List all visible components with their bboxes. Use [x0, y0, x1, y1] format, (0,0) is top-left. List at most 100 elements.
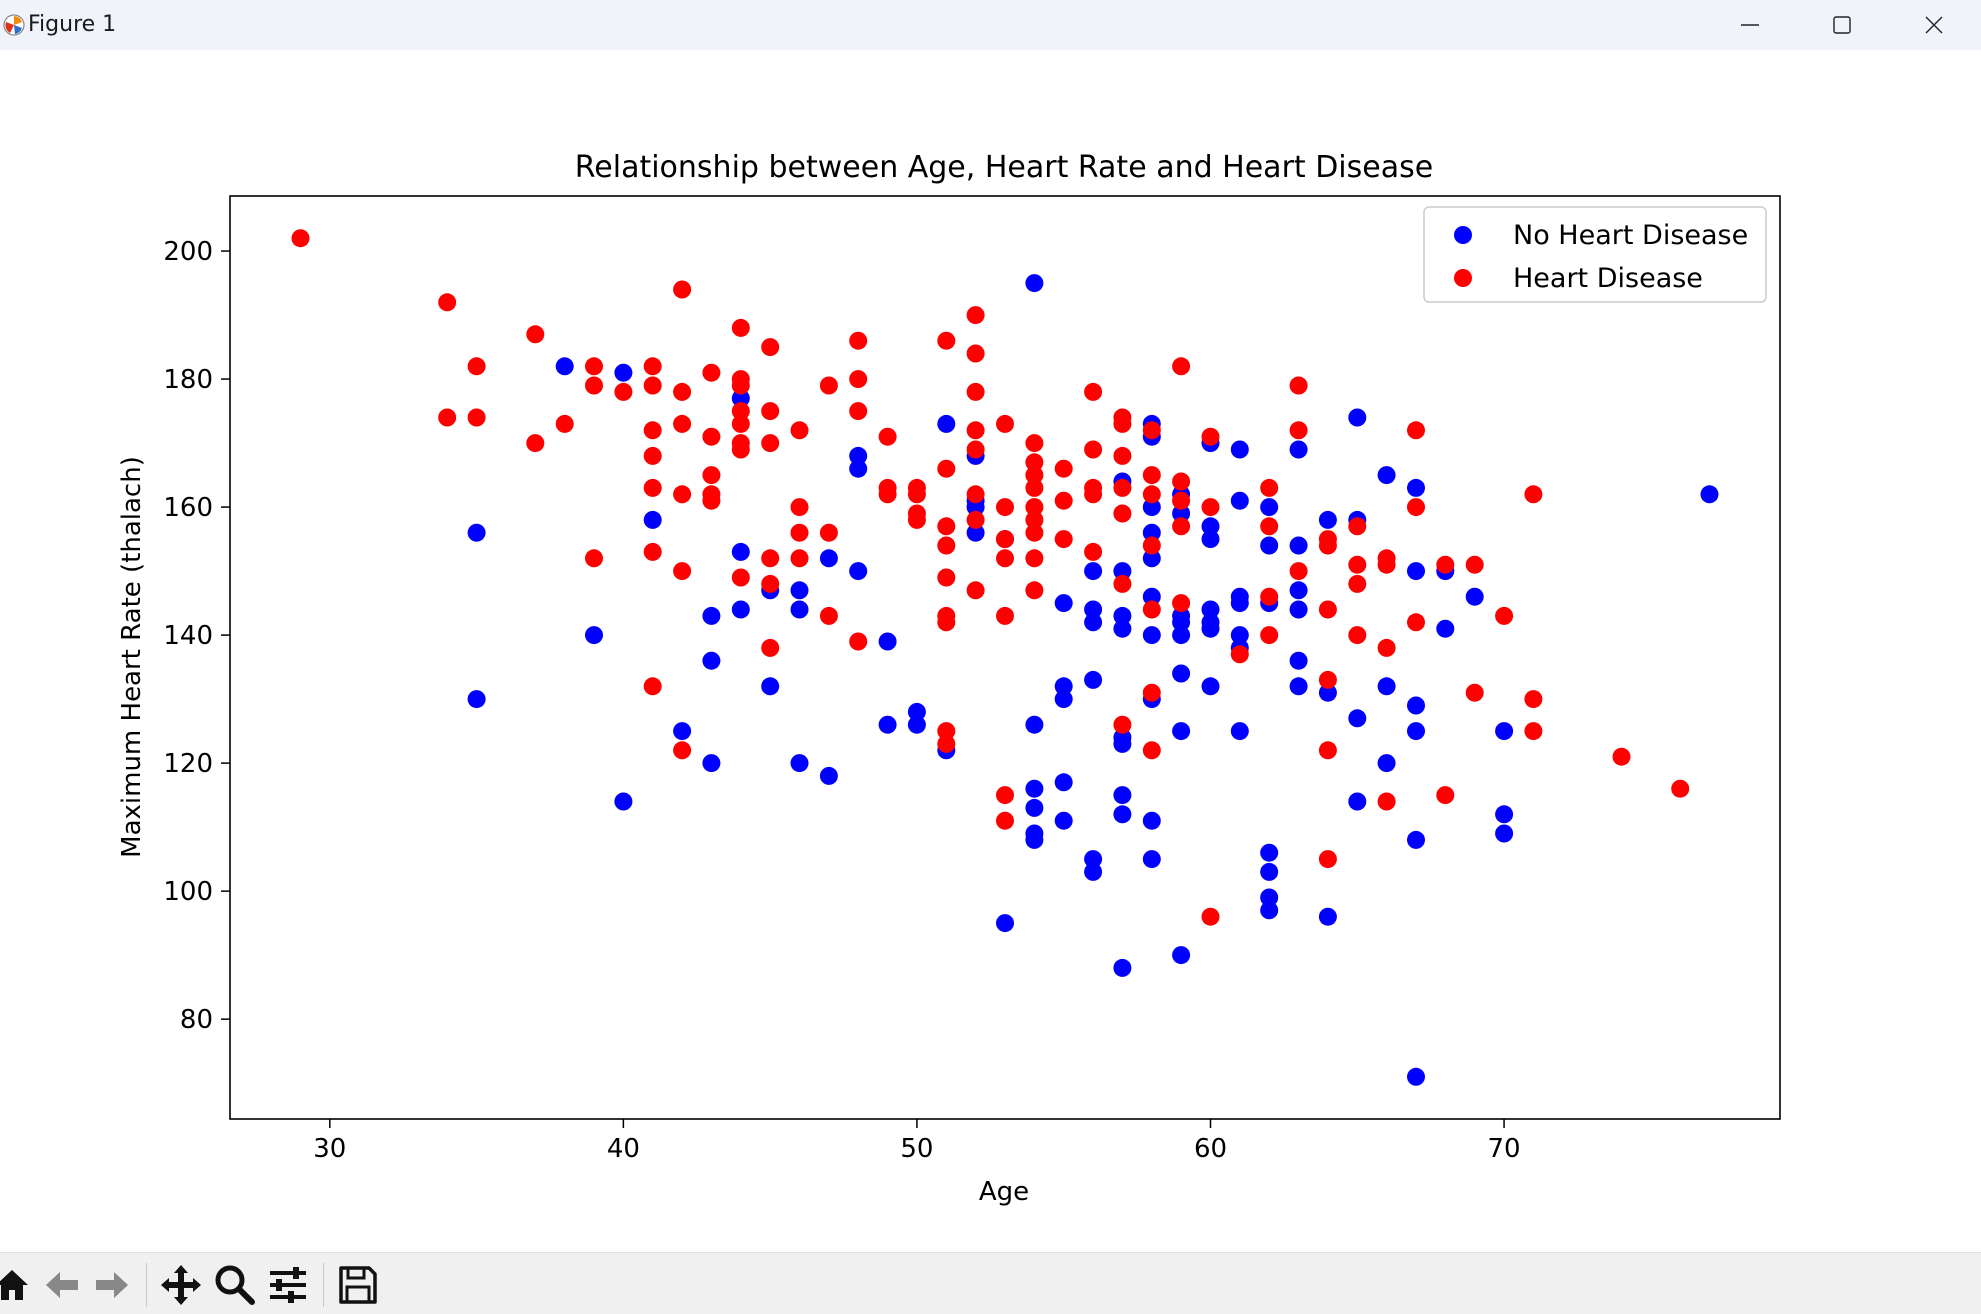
point-heart-disease [1318, 670, 1337, 689]
point-heart-disease [996, 811, 1014, 830]
figure-canvas: Relationship between Age, Heart Rate and… [0, 50, 1981, 1252]
point-no-heart-disease [731, 542, 750, 561]
legend-box [1423, 206, 1767, 303]
point-no-heart-disease [1054, 811, 1073, 830]
point-no-heart-disease [1025, 830, 1044, 849]
point-heart-disease [702, 466, 721, 485]
point-heart-disease [966, 382, 985, 401]
point-no-heart-disease [1201, 530, 1220, 549]
window-title: Figure 1 [28, 12, 117, 37]
point-no-heart-disease [1172, 626, 1191, 645]
point-heart-disease [761, 338, 780, 357]
point-no-heart-disease [1113, 619, 1132, 638]
point-heart-disease [731, 414, 750, 433]
zoom-button[interactable] [211, 1261, 259, 1309]
point-no-heart-disease [790, 600, 809, 619]
y-tick-label: 140 [163, 621, 213, 651]
point-no-heart-disease [614, 363, 633, 382]
point-heart-disease [761, 574, 780, 593]
point-heart-disease [1524, 722, 1543, 741]
point-heart-disease [790, 421, 809, 440]
floppy-disk-icon [339, 1266, 377, 1304]
maximize-button[interactable] [1796, 0, 1888, 50]
point-no-heart-disease [1172, 722, 1191, 741]
point-no-heart-disease [819, 766, 838, 785]
point-heart-disease [1142, 485, 1161, 504]
home-button[interactable] [0, 1261, 36, 1309]
point-no-heart-disease [1348, 408, 1367, 427]
point-heart-disease [1025, 581, 1044, 600]
close-button[interactable] [1888, 0, 1980, 50]
move-icon [161, 1265, 201, 1305]
point-no-heart-disease [790, 754, 809, 773]
point-heart-disease [819, 523, 838, 542]
point-no-heart-disease [1377, 466, 1396, 485]
point-no-heart-disease [1318, 907, 1337, 926]
point-no-heart-disease [1084, 600, 1103, 619]
point-no-heart-disease [1318, 510, 1337, 529]
point-no-heart-disease [585, 626, 603, 645]
point-heart-disease [526, 325, 545, 344]
point-no-heart-disease [1289, 677, 1308, 696]
point-no-heart-disease [1289, 600, 1308, 619]
point-heart-disease [937, 536, 956, 555]
point-heart-disease [1113, 574, 1132, 593]
point-no-heart-disease [1407, 722, 1425, 741]
point-no-heart-disease [849, 446, 868, 465]
chart-title: Relationship between Age, Heart Rate and… [575, 150, 1433, 185]
minimize-button[interactable] [1704, 0, 1796, 50]
point-heart-disease [1436, 555, 1455, 574]
point-no-heart-disease [1084, 670, 1103, 689]
point-no-heart-disease [1142, 523, 1161, 542]
point-heart-disease [673, 562, 692, 581]
data-points [291, 229, 1719, 1086]
point-no-heart-disease [1054, 594, 1073, 613]
point-no-heart-disease [1700, 485, 1719, 504]
point-no-heart-disease [1113, 734, 1132, 753]
point-heart-disease [937, 722, 956, 741]
back-button[interactable] [38, 1261, 86, 1309]
point-heart-disease [438, 293, 457, 312]
point-no-heart-disease [1260, 901, 1279, 920]
point-heart-disease [1025, 523, 1044, 542]
point-no-heart-disease [1084, 562, 1103, 581]
configure-subplots-button[interactable] [264, 1261, 312, 1309]
point-no-heart-disease [1201, 619, 1220, 638]
point-no-heart-disease [1025, 715, 1044, 734]
point-no-heart-disease [1084, 850, 1103, 869]
legend-label-heart-disease: Heart Disease [1513, 263, 1703, 294]
point-heart-disease [966, 440, 985, 459]
point-no-heart-disease [1142, 498, 1161, 517]
point-heart-disease [996, 786, 1014, 805]
point-heart-disease [1318, 741, 1337, 760]
point-heart-disease [1318, 600, 1337, 619]
point-heart-disease [1025, 434, 1044, 453]
point-no-heart-disease [819, 549, 838, 568]
x-axis-label: Age [979, 1177, 1029, 1207]
point-heart-disease [1260, 626, 1279, 645]
pan-button[interactable] [157, 1261, 205, 1309]
point-no-heart-disease [1495, 824, 1514, 843]
magnifier-icon [215, 1265, 255, 1305]
point-heart-disease [1113, 715, 1132, 734]
point-no-heart-disease [1142, 811, 1161, 830]
point-heart-disease [996, 606, 1014, 625]
x-tick-label: 40 [607, 1134, 640, 1164]
point-heart-disease [731, 440, 750, 459]
point-no-heart-disease [1201, 517, 1220, 536]
point-no-heart-disease [790, 581, 809, 600]
y-axis-label: Maximum Heart Rate (thalach) [117, 456, 147, 858]
point-heart-disease [643, 677, 662, 696]
point-heart-disease [702, 491, 721, 510]
point-heart-disease [907, 485, 926, 504]
point-no-heart-disease [1142, 626, 1161, 645]
point-no-heart-disease [1289, 651, 1308, 670]
save-button[interactable] [334, 1261, 382, 1309]
point-no-heart-disease [761, 677, 780, 696]
app-icon [3, 14, 25, 36]
forward-button[interactable] [88, 1261, 136, 1309]
point-no-heart-disease [1318, 683, 1337, 702]
point-no-heart-disease [1172, 504, 1191, 523]
point-heart-disease [1142, 466, 1161, 485]
point-heart-disease [1142, 741, 1161, 760]
